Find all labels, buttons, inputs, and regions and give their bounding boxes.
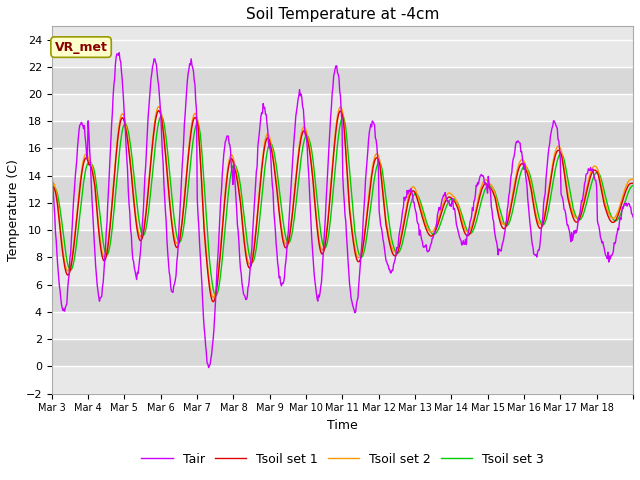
Tsoil set 2 [629,176,637,182]
Tair [48,164,56,170]
Tsoil set 3 [404,214,412,219]
Tsoil set 2 [436,209,444,215]
Tair [225,133,232,139]
Tsoil set 1 [629,180,637,186]
Bar [52,312,633,339]
Tsoil set 3 [436,221,444,227]
Tsoil set 3 [48,184,56,190]
Line: Tair: Tair [52,53,633,368]
Tsoil set 3 [158,113,166,119]
Tsoil set 3 [253,239,261,245]
Line: Tsoil set 3: Tsoil set 3 [52,116,633,296]
Tair [115,50,123,56]
Tsoil set 2 [48,180,56,186]
Tsoil set 1 [275,209,283,215]
Tsoil set 3 [212,293,220,299]
Y-axis label: Temperature (C): Temperature (C) [7,159,20,261]
Tsoil set 1 [155,108,163,114]
Line: Tsoil set 1: Tsoil set 1 [52,111,633,302]
Line: Tsoil set 2: Tsoil set 2 [52,107,633,298]
Tsoil set 2 [225,162,232,168]
Bar [52,121,633,148]
Bar [52,67,633,94]
Bar [52,94,633,121]
Tsoil set 1 [436,213,444,218]
Tsoil set 1 [116,121,124,127]
Tsoil set 1 [404,200,412,205]
Tsoil set 3 [116,144,124,150]
Tsoil set 3 [275,186,283,192]
Tair [117,59,125,65]
Tsoil set 3 [225,191,232,197]
Bar [52,148,633,176]
Text: VR_met: VR_met [54,41,108,54]
Tsoil set 2 [253,213,261,219]
Tair [205,365,212,371]
Bar [52,257,633,285]
Tsoil set 2 [275,205,283,211]
Title: Soil Temperature at -4cm: Soil Temperature at -4cm [246,7,439,22]
Tsoil set 2 [209,295,217,300]
X-axis label: Time: Time [327,419,358,432]
Legend: Tair, Tsoil set 1, Tsoil set 2, Tsoil set 3: Tair, Tsoil set 1, Tsoil set 2, Tsoil se… [136,448,548,471]
Tsoil set 2 [155,104,163,109]
Bar [52,203,633,230]
Tsoil set 1 [209,299,217,305]
Tair [404,191,412,197]
Tsoil set 2 [116,117,124,123]
Tsoil set 1 [253,217,261,223]
Tair [436,206,444,212]
Bar [52,230,633,257]
Tsoil set 2 [404,196,412,202]
Bar [52,339,633,366]
Bar [52,39,633,67]
Tsoil set 3 [629,182,637,188]
Tair [629,214,637,220]
Tair [275,275,283,281]
Bar [52,285,633,312]
Tsoil set 1 [225,166,232,171]
Bar [52,366,633,394]
Tair [253,163,261,169]
Bar [52,176,633,203]
Tsoil set 1 [48,184,56,190]
